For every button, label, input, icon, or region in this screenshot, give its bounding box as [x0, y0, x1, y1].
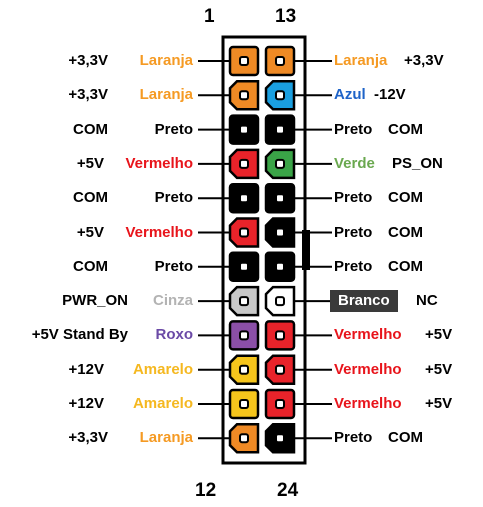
- left-pin-5: [228, 182, 260, 214]
- right-signal-label: +5V: [425, 360, 453, 378]
- right-color-label: Azul: [334, 86, 366, 104]
- left-signal-label: PWR_ON: [62, 292, 128, 310]
- left-pin-12: [228, 423, 260, 454]
- left-signal-label: COM: [73, 189, 108, 207]
- right-pin-12: [264, 423, 296, 454]
- right-signal-label: COM: [388, 223, 423, 241]
- right-pin-3: [264, 114, 296, 145]
- pin-number-1: 1: [204, 6, 215, 27]
- right-color-label: Laranja: [334, 52, 388, 69]
- left-signal-label: +5V: [76, 223, 104, 241]
- left-pin-3: [228, 114, 260, 145]
- left-signal-label: +3,3V: [68, 86, 108, 104]
- left-color-label: Amarelo: [132, 395, 193, 412]
- left-pin-10: [228, 354, 260, 385]
- right-color-label: Preto: [334, 120, 373, 138]
- left-color-label: Roxo: [155, 326, 194, 344]
- pin-number-24: 24: [277, 480, 299, 501]
- right-pin-11: [264, 388, 296, 420]
- left-color-label: Laranja: [139, 52, 193, 69]
- connector-latch: [302, 230, 310, 270]
- right-signal-label: +5V: [425, 326, 453, 344]
- left-pin-7: [228, 251, 260, 283]
- right-color-label: Vermelho: [334, 326, 402, 344]
- right-signal-label: +5V: [425, 395, 453, 412]
- right-color-label: Branco: [330, 290, 398, 313]
- right-signal-label: COM: [388, 189, 423, 207]
- left-signal-label: +3,3V: [68, 52, 108, 69]
- right-pin-5: [264, 182, 296, 214]
- left-signal-label: COM: [73, 257, 108, 275]
- right-signal-label: COM: [388, 429, 423, 447]
- left-pin-9: [228, 320, 260, 351]
- right-color-label: Preto: [334, 429, 373, 447]
- right-color-label: Preto: [334, 189, 373, 207]
- right-pin-4: [264, 148, 296, 180]
- right-color-label: Verde: [334, 154, 375, 172]
- right-pin-9: [264, 320, 296, 351]
- left-signal-label: COM: [73, 120, 108, 138]
- right-color-label: Vermelho: [334, 395, 402, 412]
- left-pin-1: [228, 45, 260, 77]
- left-signal-label: +3,3V: [68, 429, 108, 447]
- left-color-label: Laranja: [139, 429, 193, 447]
- left-pin-4: [228, 148, 260, 180]
- left-color-label: Preto: [154, 189, 193, 207]
- left-signal-label: +12V: [68, 395, 104, 412]
- right-signal-label: -12V: [374, 86, 406, 104]
- right-signal-label: +3,3V: [404, 52, 444, 69]
- left-color-label: Preto: [154, 120, 193, 138]
- left-color-label: Amarelo: [132, 360, 193, 378]
- left-pin-6: [228, 217, 260, 248]
- right-pin-10: [264, 354, 296, 385]
- left-pin-11: [228, 388, 260, 420]
- right-pin-7: [264, 251, 296, 283]
- right-color-label: Vermelho: [334, 360, 402, 378]
- right-color-label: Preto: [334, 257, 373, 275]
- right-signal-label: PS_ON: [392, 154, 443, 172]
- left-color-label: Laranja: [139, 86, 193, 104]
- right-pin-8: [264, 285, 296, 317]
- left-color-label: Vermelho: [125, 223, 193, 241]
- left-pin-8: [228, 285, 260, 317]
- left-color-label: Cinza: [152, 292, 193, 310]
- right-pin-2: [264, 80, 296, 111]
- right-pin-1: [264, 45, 296, 77]
- pin-number-12: 12: [195, 480, 217, 501]
- left-color-label: Preto: [154, 257, 193, 275]
- right-pin-6: [264, 217, 296, 248]
- left-signal-label: +5V Stand By: [31, 326, 128, 344]
- left-color-label: Vermelho: [125, 154, 193, 172]
- right-color-label: Preto: [334, 223, 373, 241]
- right-signal-label: COM: [388, 120, 423, 138]
- left-signal-label: +12V: [68, 360, 104, 378]
- right-signal-label: NC: [416, 292, 438, 310]
- left-pin-2: [228, 80, 260, 111]
- pin-number-13: 13: [275, 6, 297, 27]
- right-signal-label: COM: [388, 257, 423, 275]
- left-signal-label: +5V: [76, 154, 104, 172]
